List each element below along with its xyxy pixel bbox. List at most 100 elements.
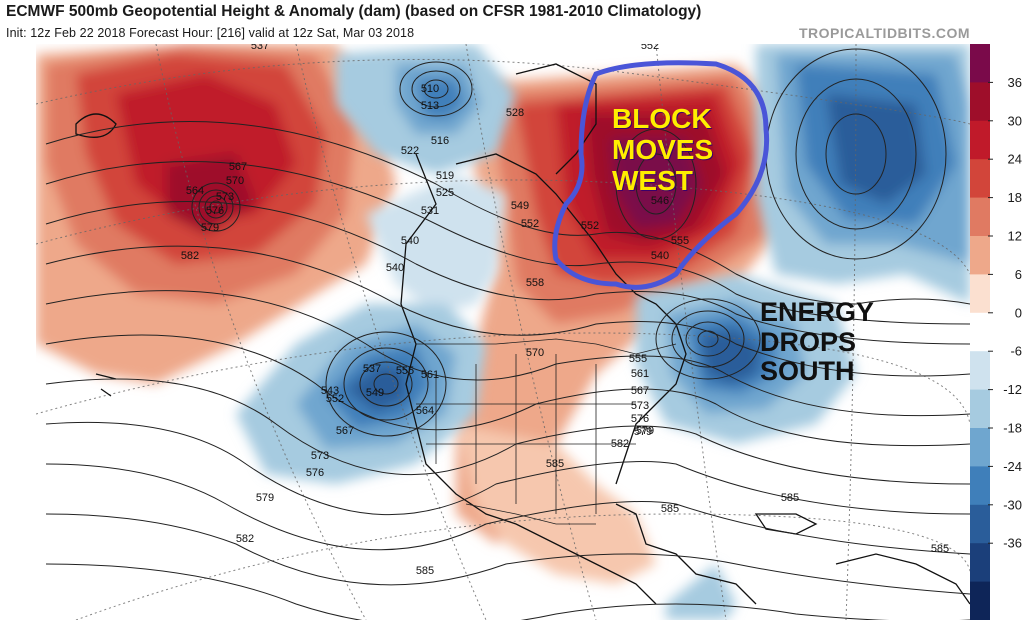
colorbar-tick-label: -36 [1003,536,1022,551]
contour-label: 570 [226,175,244,187]
colorbar-tick-label: 30 [1008,113,1022,128]
contour-label: 540 [401,235,419,247]
colorbar-swatch [970,428,990,467]
contour-label: 564 [416,405,434,417]
colorbar-swatch [970,82,990,122]
colorbar-swatch [970,543,990,583]
contour-label: 573 [216,191,234,203]
contour-label: 582 [181,250,199,262]
colorbar-tick-label: -30 [1003,497,1022,512]
watermark: TROPICALTIDBITS.COM [798,25,970,41]
contour-label: 534 [201,44,219,47]
block-label-line-1: BLOCK [612,103,712,134]
contour-label: 540 [386,262,404,274]
contour-label: 537 [251,44,269,52]
energy-drops-south-label: ENERGY DROPS SOUTH [760,297,875,387]
colorbar-tick-label: 6 [1015,267,1022,282]
anomaly-colorbar: 36 30 24 18 12 6 0 -6 -12 -18 -24 -30 -36 [970,44,1022,620]
colorbar-swatch [970,504,990,544]
colorbar-tick-label: 24 [1008,152,1022,167]
energy-label-line-1: ENERGY [760,297,875,327]
colorbar-swatch [970,197,990,237]
contour-label: 552 [326,393,344,405]
contour-label: 540 [651,250,669,262]
block-moves-west-label: BLOCK MOVES WEST [612,103,714,196]
contour-label: 555 [671,235,689,247]
colorbar-ticks: 36 30 24 18 12 6 0 -6 -12 -18 -24 -30 -36 [988,75,1022,551]
chart-title: ECMWF 500mb Geopotential Height & Anomal… [6,3,702,20]
contour-label: 531 [421,205,439,217]
colorbar-swatch [970,274,990,314]
colorbar-swatch [970,44,990,83]
contour-label: 510 [421,83,439,95]
contour-label: 576 [206,205,224,217]
colorbar-swatch [970,466,990,506]
contour-label: 585 [931,543,949,555]
colorbar-swatch [970,159,990,199]
colorbar-tick-label: 36 [1008,75,1022,90]
contour-label: 555 [396,365,414,377]
chart-subtitle: Init: 12z Feb 22 2018 Forecast Hour: [21… [6,26,415,40]
contour-label: 582 [236,533,254,545]
contour-label: 567 [631,385,649,397]
colorbar-tick-label: 12 [1008,229,1022,244]
contour-label: 576 [631,413,649,425]
contour-label: 546 [651,195,669,207]
contour-label: 585 [781,492,799,504]
contour-label: 576 [306,467,324,479]
coastlines [75,63,970,605]
contour-label: 561 [631,368,649,380]
graticule [36,44,970,620]
contour-label: 561 [421,369,439,381]
contour-label: 537 [363,363,381,375]
header: ECMWF 500mb Geopotential Height & Anomal… [0,0,1024,44]
colorbar-swatch [970,581,990,620]
energy-label-line-3: SOUTH [760,356,855,387]
contour-label: 543 [321,385,339,397]
colorbar-swatch [970,351,990,391]
colorbar-swatch [970,312,990,352]
contour-label: 552 [521,218,539,230]
contour-label: 579 [256,492,274,504]
block-label-line-3: WEST [612,164,693,196]
colorbar-swatch [970,389,990,429]
contour-label: 564 [186,185,204,197]
colorbar-tick-label: -18 [1003,421,1022,436]
contour-label: 582 [611,438,629,450]
contour-label: 567 [336,425,354,437]
colorbar-tick-label: 0 [1015,305,1022,320]
contour-label: 579 [636,425,654,437]
contour-label: 525 [436,187,454,199]
contour-label: 516 [431,135,449,147]
block-outline [552,60,770,290]
contour-label: 555 [629,353,647,365]
colorbar-swatches [970,44,990,620]
colorbar-swatch [970,120,990,160]
energy-label-line-2: DROPS [760,326,857,357]
contour-label: 558 [526,277,544,289]
contour-label: 567 [229,161,247,173]
contour-label: 573 [631,400,649,412]
contour-label: 549 [511,200,529,212]
colorbar-swatch [970,236,990,275]
contour-label: 513 [421,100,439,112]
height-contours [45,48,970,620]
contour-label: 570 [526,347,544,359]
contour-label: 573 [311,450,329,462]
colorbar-tick-label: -24 [1003,459,1022,474]
contour-label: 528 [506,107,524,119]
colorbar-tick-label: -6 [1010,344,1022,359]
colorbar-tick-label: -12 [1003,382,1022,397]
contour-label: 522 [401,145,419,157]
contour-label: 579 [201,222,219,234]
contour-labels: 5255315345375465525375345105135165225195… [181,44,949,577]
contour-label: 585 [546,458,564,470]
contour-label: 552 [641,44,659,52]
contour-label: 585 [661,503,679,515]
contour-label: 579 [634,426,652,438]
contour-label: 549 [366,387,384,399]
contour-label: 519 [436,170,454,182]
contour-label: 585 [416,565,434,577]
contour-label: 552 [581,220,599,232]
block-label-line-2: MOVES [612,133,714,165]
